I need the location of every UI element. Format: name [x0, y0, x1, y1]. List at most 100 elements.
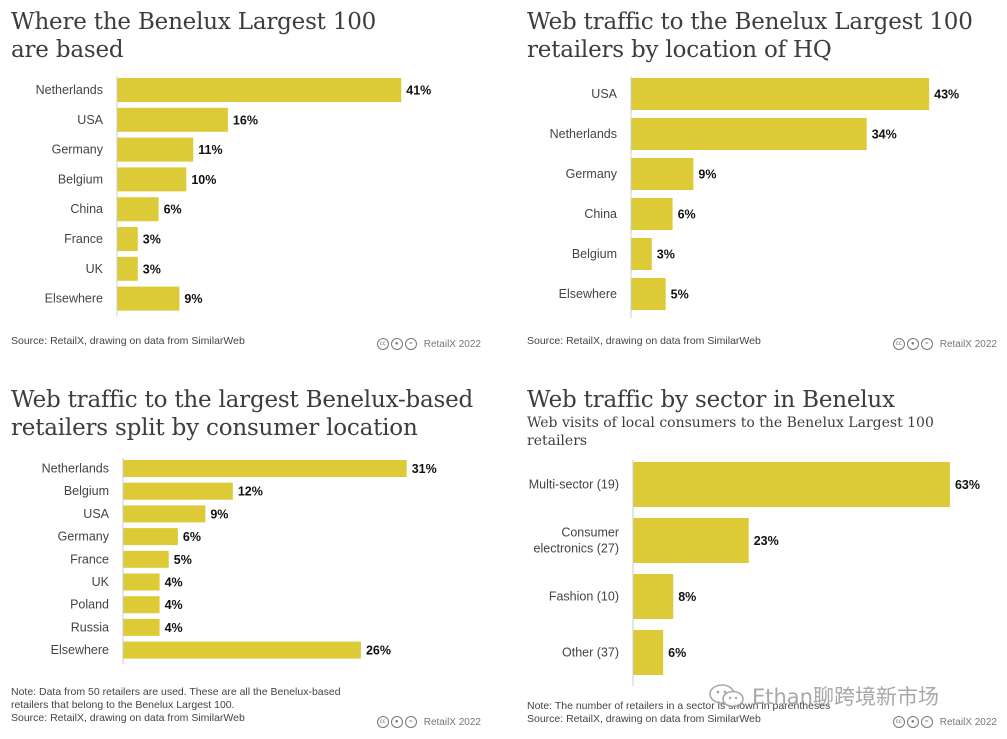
value-label: 41%	[406, 84, 431, 98]
category-label: Elsewhere	[559, 287, 617, 301]
value-label: 10%	[191, 173, 216, 187]
bar	[117, 286, 180, 311]
category-label: Fashion (10)	[549, 590, 619, 604]
category-label: Germany	[58, 530, 110, 544]
bar	[117, 78, 402, 102]
category-label: China	[584, 207, 617, 221]
category-label: USA	[83, 507, 109, 521]
bar	[633, 574, 674, 619]
value-label: 3%	[657, 248, 675, 262]
category-label: Elsewhere	[51, 643, 109, 657]
equals-icon: =	[404, 716, 417, 728]
category-label: USA	[77, 113, 103, 127]
watermark: Ethan聊跨境新市场	[708, 681, 939, 711]
bar	[123, 618, 160, 636]
person-icon: ●	[390, 338, 403, 350]
category-label: Netherlands	[550, 127, 617, 141]
value-label: 4%	[165, 621, 183, 635]
bar	[123, 482, 233, 500]
chart-footnotes: Note: The number of retailers in a secto…	[527, 700, 830, 726]
category-label: electronics (27)	[534, 542, 619, 556]
chart-title: Web traffic to the largest Benelux-based…	[11, 387, 474, 441]
cc-icon: cc	[376, 716, 389, 728]
chart-subtitle: Web visits of local consumers to the Ben…	[527, 415, 934, 449]
bar	[633, 462, 950, 507]
footnote-line: Source: RetailX, drawing on data from Si…	[527, 335, 761, 347]
bar-chart: Netherlands 41% USA 16% Germany 11% Belgium 10%…	[36, 76, 431, 317]
license-text: RetailX 2022	[939, 338, 997, 350]
value-label: 6%	[678, 208, 696, 222]
value-label: 16%	[233, 113, 258, 127]
chart-footnotes: Source: RetailX, drawing on data from Si…	[527, 335, 761, 348]
bar	[117, 137, 194, 162]
category-label: Russia	[71, 620, 109, 634]
panel-hq-traffic: Web traffic to the Benelux Largest 100 r…	[527, 8, 997, 358]
license-text: RetailX 2022	[423, 338, 481, 350]
panel-sector-traffic: Web traffic by sector in Benelux Web vis…	[527, 386, 997, 736]
person-icon: ●	[390, 716, 403, 728]
chart-title: Web traffic by sector in Benelux	[527, 387, 895, 413]
category-label: Poland	[70, 598, 109, 612]
cc-icon: cc	[376, 338, 389, 350]
bar	[123, 550, 169, 568]
category-label: France	[70, 552, 109, 566]
value-label: 23%	[754, 534, 779, 548]
category-label: USA	[591, 87, 617, 101]
bar	[123, 596, 160, 614]
person-icon: ●	[906, 716, 919, 728]
license-badge: cc ● = RetailX 2022	[892, 338, 997, 350]
category-label: Germany	[52, 143, 104, 157]
cc-icon: cc	[892, 716, 905, 728]
bar	[631, 78, 930, 110]
bar	[633, 518, 749, 563]
category-label: Germany	[566, 167, 618, 181]
watermark-text: Ethan聊跨境新市场	[752, 685, 939, 709]
chart-title: Where the Benelux Largest 100 are based	[11, 9, 377, 63]
bar	[123, 641, 361, 659]
bar	[631, 238, 652, 270]
value-label: 3%	[143, 262, 161, 276]
category-label: Elsewhere	[45, 292, 103, 306]
value-label: 34%	[872, 128, 897, 142]
value-label: 4%	[165, 598, 183, 612]
category-label: Belgium	[572, 247, 617, 261]
value-label: 4%	[165, 576, 183, 590]
footnote-line: Source: RetailX, drawing on data from Si…	[527, 713, 761, 725]
value-label: 5%	[671, 288, 689, 302]
category-label: UK	[92, 575, 110, 589]
wechat-icon	[709, 684, 744, 708]
value-label: 3%	[143, 233, 161, 247]
value-label: 63%	[955, 478, 980, 492]
equals-icon: =	[920, 338, 933, 350]
bar	[117, 197, 159, 222]
value-label: 43%	[934, 88, 959, 102]
bar	[117, 167, 187, 192]
value-label: 6%	[668, 646, 686, 660]
value-label: 9%	[184, 292, 202, 306]
category-label: Other (37)	[562, 646, 619, 660]
category-label: Belgium	[64, 484, 109, 498]
license-text: RetailX 2022	[939, 716, 997, 728]
category-label: Netherlands	[36, 83, 103, 97]
footnote-line: Note: Data from 50 retailers are used. T…	[11, 686, 341, 698]
bar	[631, 278, 666, 310]
license-badge: cc ● = RetailX 2022	[892, 716, 997, 728]
footnote-line: Note: The number of retailers in a secto…	[527, 700, 831, 712]
bar	[117, 227, 138, 251]
bar	[633, 630, 664, 675]
category-label: Consumer	[561, 526, 619, 540]
license-badge: cc ● = RetailX 2022	[376, 338, 481, 350]
value-label: 6%	[183, 530, 201, 544]
value-label: 6%	[164, 203, 182, 217]
value-label: 26%	[366, 644, 391, 658]
equals-icon: =	[404, 338, 417, 350]
bar	[123, 460, 407, 477]
bar	[117, 107, 228, 132]
category-label: UK	[86, 262, 104, 276]
value-label: 11%	[198, 143, 222, 157]
panel-hq-count: Where the Benelux Largest 100 are based …	[11, 8, 481, 358]
bar	[123, 528, 178, 546]
category-label: Belgium	[58, 172, 103, 186]
category-label: China	[70, 202, 103, 216]
cc-icon: cc	[892, 338, 905, 350]
